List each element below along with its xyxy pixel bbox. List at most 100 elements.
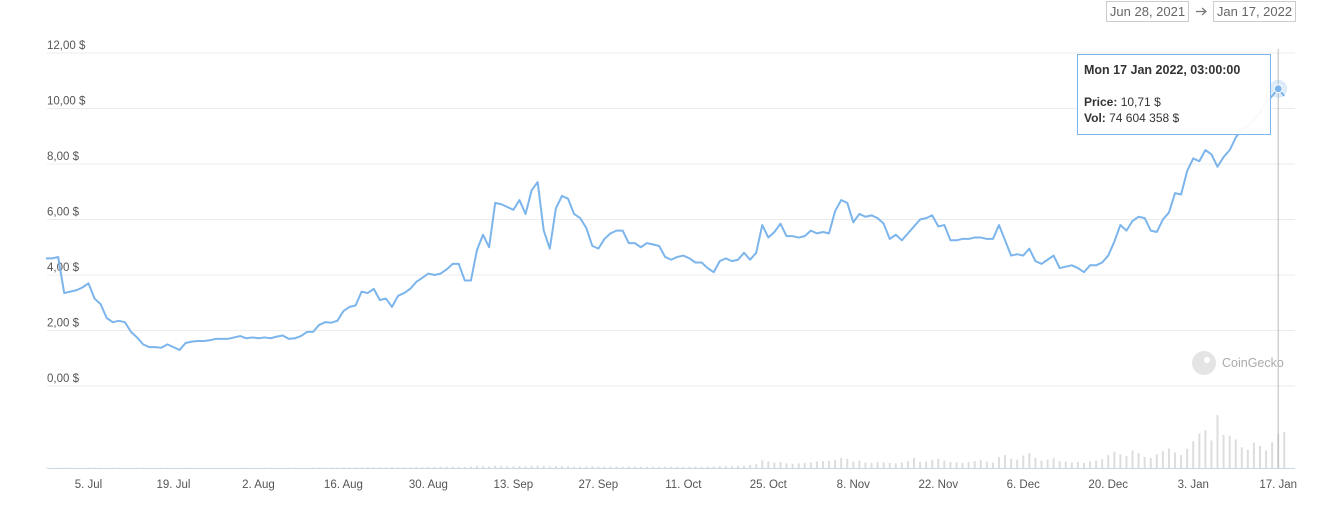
price-line — [46, 87, 1286, 351]
volume-bar — [979, 460, 982, 468]
volume-bar — [809, 462, 812, 468]
volume-bar — [767, 461, 770, 468]
x-tick-label: 3. Jan — [1178, 479, 1209, 491]
tooltip-vol-value: 74 604 358 $ — [1109, 111, 1179, 125]
y-tick-label: 4,00 $ — [47, 262, 80, 274]
volume-bar — [384, 467, 387, 468]
x-tick-label: 8. Nov — [837, 479, 870, 491]
watermark: CoinGecko — [1192, 351, 1284, 375]
volume-bar — [1113, 451, 1116, 468]
volume-bar — [1070, 462, 1073, 468]
volume-bar — [1131, 450, 1134, 468]
volume-bar — [985, 461, 988, 468]
volume-bar — [1095, 460, 1098, 468]
tooltip-price-value: 10,71 $ — [1121, 95, 1161, 109]
range-start[interactable]: Jun 28, 2021 — [1110, 4, 1185, 19]
volume-bar — [403, 467, 406, 468]
volume-bar — [1204, 430, 1207, 468]
watermark-text: CoinGecko — [1222, 356, 1284, 370]
volume-bar — [639, 466, 642, 468]
volume-bar — [1052, 458, 1055, 468]
volume-bar — [900, 462, 903, 468]
volume-bar — [997, 456, 1000, 468]
volume-bar — [354, 467, 357, 468]
hover-marker — [1273, 84, 1283, 94]
volume-bar — [1155, 454, 1158, 468]
range-end-box[interactable] — [1213, 1, 1296, 22]
volume-bar — [1101, 459, 1104, 468]
tooltip-box — [1077, 54, 1271, 135]
tooltip-title: Mon 17 Jan 2022, 03:00:00 — [1084, 63, 1240, 77]
volume-bar — [469, 466, 472, 468]
y-tick-label: 2,00 $ — [47, 318, 80, 330]
x-tick-label: 17. Jan — [1259, 479, 1297, 491]
x-tick-label: 5. Jul — [75, 479, 103, 491]
volume-bar — [773, 462, 776, 468]
volume-bar — [512, 466, 515, 468]
tooltip-vol-label: Vol: — [1084, 111, 1106, 125]
volume-bar — [573, 466, 576, 468]
y-tick-label: 10,00 $ — [47, 96, 86, 108]
volume-bar — [415, 467, 418, 468]
volume-bar — [1004, 455, 1007, 468]
volume-bar — [718, 466, 721, 468]
volume-bar — [1222, 434, 1225, 468]
volume-bar — [1125, 456, 1128, 468]
volume-bar — [1034, 457, 1037, 468]
volume-bar — [828, 460, 831, 468]
volume-bar — [475, 465, 478, 468]
volume-bar — [730, 466, 733, 468]
volume-bar — [506, 466, 509, 468]
volume-bar — [554, 466, 557, 468]
x-tick-label: 6. Dec — [1007, 479, 1040, 491]
volume-bar — [615, 466, 618, 468]
volume-bar — [961, 462, 964, 468]
volume-bar — [888, 462, 891, 468]
volume-bar — [451, 466, 454, 468]
volume-bar — [1167, 448, 1170, 468]
tooltip-price-label: Price: — [1084, 95, 1117, 109]
volume-bar — [973, 461, 976, 468]
x-tick-label: 22. Nov — [918, 479, 958, 491]
volume-bar — [1210, 440, 1213, 468]
volume-bar — [603, 466, 606, 468]
volume-bar — [840, 457, 843, 468]
range-end[interactable]: Jan 17, 2022 — [1217, 4, 1292, 19]
volume-bar — [736, 465, 739, 468]
volume-bar — [919, 462, 922, 468]
volume-bar — [700, 466, 703, 468]
tooltip: Mon 17 Jan 2022, 03:00:00 Price: 10,71 $… — [1077, 54, 1271, 135]
volume-bar — [348, 467, 351, 468]
volume-bar — [724, 466, 727, 468]
volume-bar — [560, 465, 563, 468]
volume-bar — [749, 465, 752, 468]
volume-bar — [931, 459, 934, 468]
volume-bar — [743, 465, 746, 468]
volume-bar — [755, 464, 758, 468]
volume-bar — [366, 467, 369, 468]
watermark-logo-eye — [1204, 357, 1210, 363]
volume-bar — [1107, 455, 1110, 468]
volume-bar — [1137, 453, 1140, 468]
volume-bar — [397, 467, 400, 468]
volume-bar — [955, 462, 958, 468]
volume-bar — [524, 466, 527, 468]
volume-bar — [876, 462, 879, 468]
volume-bar — [682, 466, 685, 468]
volume-bar — [821, 461, 824, 468]
x-tick-label: 27. Sep — [579, 479, 619, 491]
volume-bar — [797, 463, 800, 468]
range-start-box[interactable] — [1106, 1, 1189, 22]
volume-bar — [688, 466, 691, 468]
volume-bar — [967, 462, 970, 468]
volume-bar — [530, 465, 533, 468]
volume-bar — [943, 460, 946, 468]
volume-bar — [567, 466, 570, 468]
volume-bar — [882, 462, 885, 468]
volume-bar — [864, 462, 867, 468]
volume-bar — [579, 466, 582, 468]
volume-bar — [1040, 460, 1043, 468]
x-tick-label: 25. Oct — [750, 479, 788, 491]
volume-bar — [433, 466, 436, 468]
